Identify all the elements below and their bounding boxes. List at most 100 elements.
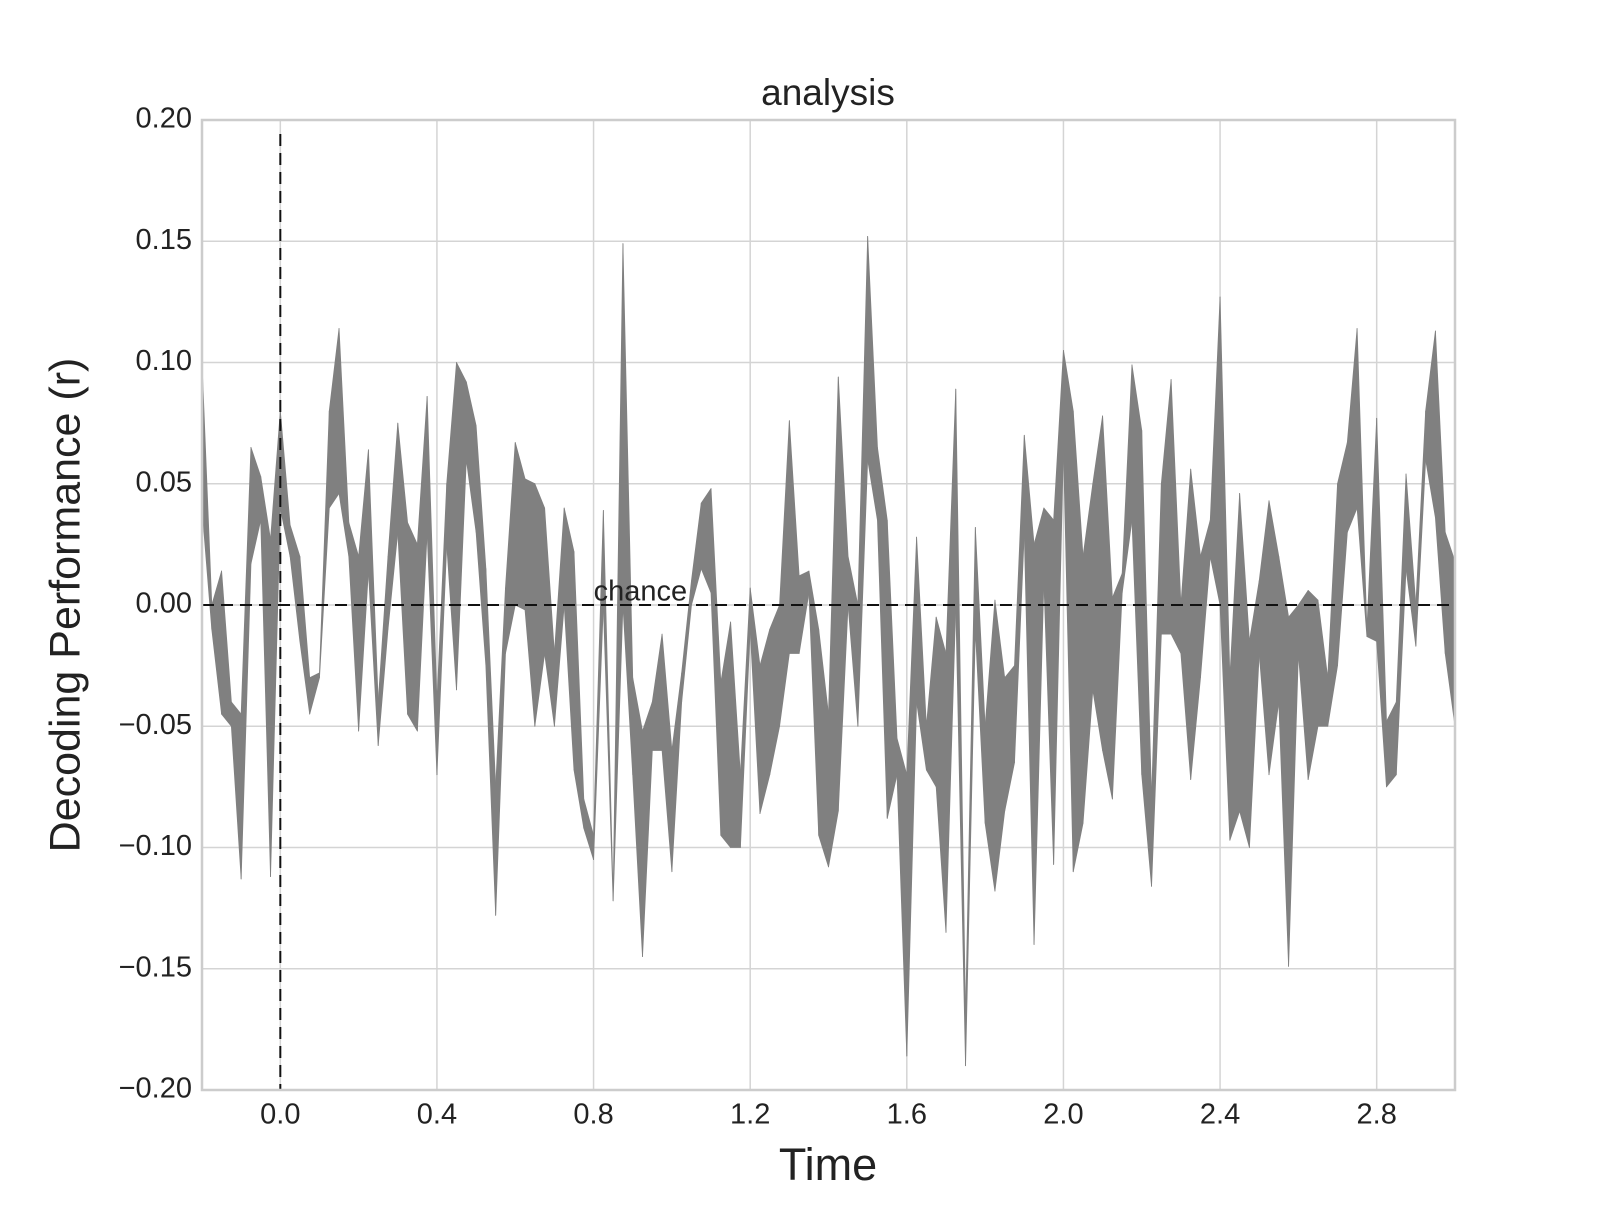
band-segment	[416, 396, 428, 732]
band-segment	[974, 527, 986, 824]
band-segment	[1405, 473, 1417, 647]
band-segment	[867, 235, 878, 521]
band-segment	[309, 672, 320, 715]
band-segment	[847, 556, 859, 727]
band-segment	[1082, 483, 1094, 824]
band-segment	[896, 737, 908, 1057]
band-segment	[358, 449, 369, 732]
band-segment	[426, 396, 438, 776]
band-segment	[505, 442, 516, 654]
band-segment	[221, 570, 232, 727]
band-segment	[877, 446, 888, 819]
band-segment	[759, 628, 771, 814]
band-segment	[328, 328, 340, 509]
band-segment	[730, 621, 741, 848]
band-segment	[945, 388, 957, 933]
band-segment	[691, 502, 702, 606]
band-segment	[1366, 417, 1378, 642]
y-tick-label: −0.10	[119, 830, 192, 862]
band-segment	[925, 616, 937, 788]
band-segment	[397, 422, 408, 715]
band-segment	[720, 621, 732, 848]
band-segment	[1258, 500, 1270, 776]
band-segment	[1278, 556, 1289, 967]
x-tick-label: 1.2	[730, 1099, 770, 1131]
y-tick-label: 0.20	[136, 103, 192, 135]
band-segment	[407, 522, 418, 732]
band-segment	[671, 672, 683, 873]
band-segment	[857, 235, 869, 727]
band-segment	[1111, 573, 1123, 800]
y-tick-label: 0.15	[136, 224, 192, 256]
y-tick-label: −0.20	[119, 1073, 192, 1105]
band-segment	[475, 425, 487, 667]
band-segment	[1386, 701, 1397, 788]
band-segment	[289, 524, 301, 642]
band-segment	[1072, 410, 1084, 873]
band-segment	[377, 556, 389, 747]
band-segment	[955, 388, 966, 1067]
band-segment	[1297, 590, 1309, 780]
band-segment	[485, 568, 497, 916]
band-segment	[524, 478, 536, 727]
band-segment	[1249, 580, 1260, 848]
band-segment	[348, 522, 360, 732]
band-segment	[1141, 429, 1152, 887]
band-segment	[1415, 410, 1427, 647]
y-tick-label: 0.05	[136, 466, 192, 498]
band-segment	[818, 628, 829, 868]
band-segment	[1004, 665, 1015, 812]
band-segment	[769, 604, 780, 776]
band-segment	[739, 587, 751, 848]
x-tick-label: 2.8	[1357, 1099, 1397, 1131]
y-axis-label: Decoding Performance (r)	[41, 358, 89, 853]
x-tick-label: 1.6	[887, 1099, 927, 1131]
band-segment	[828, 376, 839, 868]
band-segment	[1229, 493, 1241, 841]
band-segment	[1395, 473, 1407, 776]
band-segment	[642, 701, 653, 958]
band-segment	[446, 362, 457, 691]
band-segment	[1219, 296, 1231, 841]
band-segment	[632, 677, 643, 958]
band-segment	[240, 446, 252, 880]
band-segment	[387, 422, 399, 630]
band-segment	[201, 362, 213, 630]
x-tick-label: 0.4	[417, 1099, 457, 1131]
band-segment	[1307, 590, 1319, 780]
band-segment	[1190, 468, 1201, 780]
band-segment	[1337, 442, 1348, 667]
band-segment	[1160, 379, 1172, 635]
band-segment	[661, 633, 673, 873]
x-tick-label: 0.0	[260, 1099, 300, 1131]
band-segment	[788, 420, 800, 654]
x-tick-label: 0.8	[573, 1099, 613, 1131]
plot-frame	[200, 118, 1457, 1092]
band-segment	[1151, 483, 1162, 887]
band-segment	[622, 243, 634, 776]
band-segment	[886, 519, 898, 819]
y-tick-label: 0.00	[136, 588, 192, 620]
band-segment	[456, 362, 467, 691]
band-segment	[1425, 330, 1436, 519]
band-segment	[563, 507, 575, 771]
band-segment	[368, 449, 379, 747]
band-segment	[808, 570, 820, 836]
band-segment	[749, 587, 761, 814]
band-segment	[1209, 296, 1221, 606]
band-segment	[837, 376, 849, 812]
band-segment	[1268, 500, 1280, 776]
band-segment	[700, 488, 712, 594]
band-segment	[250, 446, 262, 565]
band-segment	[710, 488, 722, 836]
band-segment	[1170, 379, 1182, 654]
band-segment	[1102, 415, 1113, 800]
band-segment	[779, 420, 790, 727]
band-segment	[465, 381, 477, 533]
band-segment	[260, 476, 271, 877]
band-segment	[916, 536, 927, 771]
x-axis-label: Time	[779, 1139, 877, 1190]
band-segment	[602, 510, 614, 902]
